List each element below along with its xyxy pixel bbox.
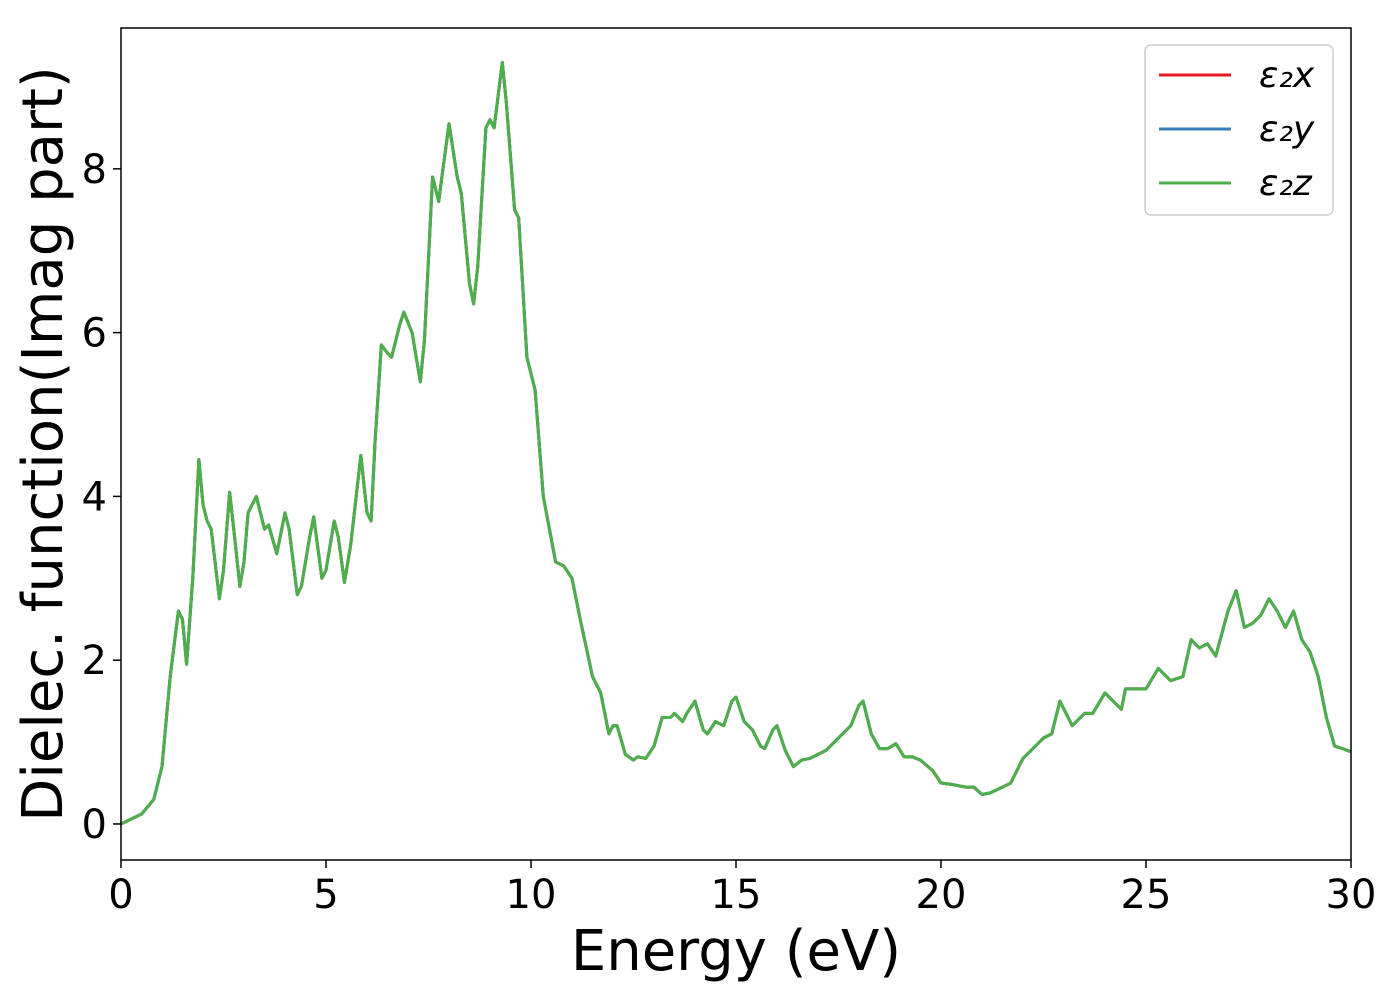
- x-tick-label: 15: [711, 872, 762, 918]
- x-tick-label: 5: [313, 872, 338, 918]
- y-tick-label: 6: [82, 311, 107, 357]
- y-tick-label: 2: [82, 638, 107, 684]
- x-tick-label: 20: [916, 872, 967, 918]
- legend-label: ε₂x: [1259, 55, 1315, 96]
- x-tick-label: 25: [1121, 872, 1172, 918]
- x-tick-label: 30: [1326, 872, 1377, 918]
- legend-label: ε₂z: [1259, 163, 1313, 204]
- y-tick-label: 0: [82, 802, 107, 848]
- legend-label: ε₂y: [1259, 109, 1315, 150]
- legend-box: [1144, 44, 1334, 216]
- plot-frame: [120, 27, 1352, 861]
- x-tick-label: 0: [108, 872, 133, 918]
- data-line: [121, 60, 1351, 826]
- y-tick-label: 4: [82, 474, 107, 520]
- x-tick-label: 10: [506, 872, 557, 918]
- y-axis-label: Dielec. function(Imag part): [11, 66, 76, 822]
- x-axis-label: Energy (eV): [571, 919, 901, 984]
- y-tick-label: 8: [82, 147, 107, 193]
